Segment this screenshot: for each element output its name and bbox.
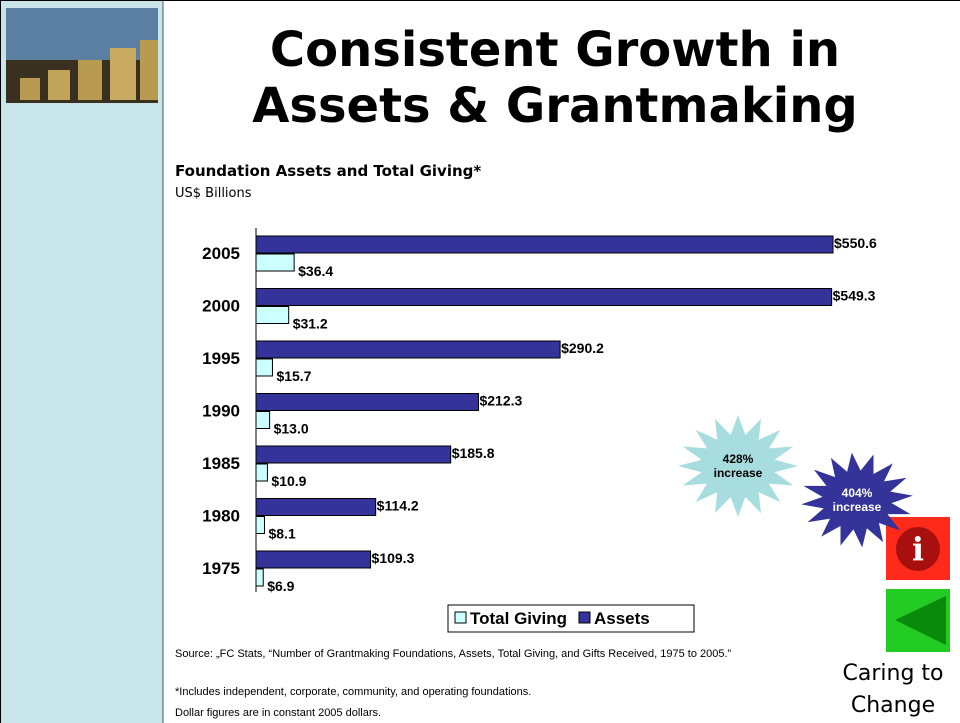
bar — [255, 253, 295, 272]
data-label: $550.6 — [834, 235, 877, 251]
data-label: $6.9 — [267, 578, 294, 594]
data-label: $109.3 — [372, 550, 415, 566]
sidebar — [0, 0, 163, 723]
annotation: 428% increase — [714, 452, 763, 480]
bar — [255, 498, 377, 516]
coins-image — [6, 8, 158, 103]
legend-swatch — [578, 611, 591, 624]
y-tick-label: 1995 — [202, 349, 240, 368]
data-label: $114.2 — [377, 498, 419, 514]
data-label: $10.9 — [271, 473, 306, 489]
chart-title: Foundation Assets and Total Giving* — [175, 162, 481, 180]
starburst — [678, 415, 798, 517]
bar — [255, 463, 268, 482]
y-tick-label: 2000 — [202, 297, 240, 316]
caption: Caring to Change — [842, 661, 944, 718]
chart-subtitle: US$ Billions — [175, 186, 252, 201]
data-label: $8.1 — [268, 526, 295, 542]
data-label: $13.0 — [274, 421, 309, 437]
legend — [447, 604, 695, 633]
bar — [255, 516, 265, 534]
y-tick-label: 1990 — [202, 402, 240, 421]
bar — [255, 445, 452, 464]
note: Dollar figures are in constant 2005 doll… — [175, 707, 382, 719]
bar — [255, 358, 273, 377]
y-tick-label: 1980 — [202, 507, 240, 526]
back-button[interactable] — [886, 589, 950, 652]
svg-text:i: i — [912, 530, 924, 568]
data-label: $15.7 — [276, 368, 311, 384]
data-label: $549.3 — [833, 288, 876, 304]
data-label: $290.2 — [561, 340, 604, 356]
slide-title: Consistent Growth in Assets & Grantmakin… — [252, 22, 858, 134]
data-label: $36.4 — [298, 263, 333, 279]
data-label: $185.8 — [452, 445, 495, 461]
annotation: 404% increase — [833, 486, 882, 514]
bar — [255, 550, 372, 569]
bar — [255, 288, 833, 306]
y-tick-label: 1985 — [202, 454, 240, 473]
bar — [255, 306, 290, 324]
source: Source: „FC Stats, “Number of Grantmakin… — [175, 648, 732, 660]
bar — [255, 411, 271, 429]
starburst — [801, 452, 913, 548]
y-tick-label: 1975 — [202, 559, 240, 578]
bar — [255, 340, 561, 359]
data-label: $31.2 — [293, 316, 328, 332]
bar — [255, 393, 479, 411]
y-tick-label: 2005 — [202, 244, 240, 263]
bar — [255, 568, 264, 587]
legend-label: Assets — [594, 609, 650, 628]
data-label: $212.3 — [479, 393, 522, 409]
legend-swatch — [454, 611, 467, 624]
note: *Includes independent, corporate, commun… — [175, 686, 532, 698]
bar — [255, 235, 834, 254]
legend-label: Total Giving — [470, 609, 567, 628]
